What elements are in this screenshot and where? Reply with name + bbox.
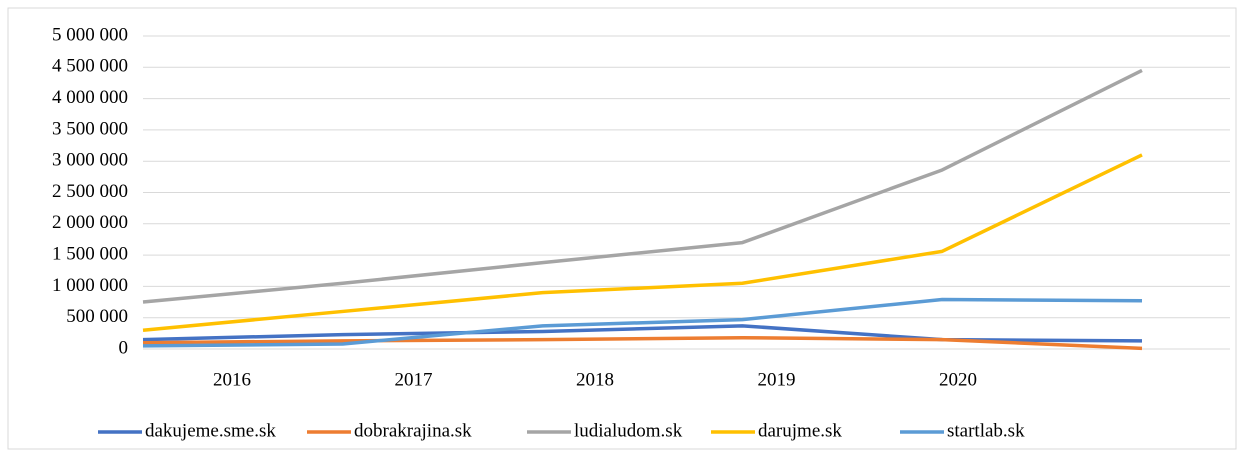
y-tick-label: 1 500 000 xyxy=(52,243,128,264)
y-tick-label: 2 500 000 xyxy=(52,181,128,202)
series-line xyxy=(142,68,1143,304)
legend-label: dobrakrajina.sk xyxy=(354,420,472,441)
series-line xyxy=(142,297,1143,348)
legend-label: darujme.sk xyxy=(758,420,842,441)
x-tick-label: 2018 xyxy=(576,369,614,390)
y-tick-label: 3 500 000 xyxy=(52,118,128,139)
x-tick-label: 2020 xyxy=(939,369,977,390)
chart-border xyxy=(7,7,1237,450)
legend-label: ludialudom.sk xyxy=(574,420,683,441)
y-tick-label: 1 000 000 xyxy=(52,275,128,296)
x-tick-label: 2016 xyxy=(213,369,251,390)
x-tick-label: 2019 xyxy=(758,369,796,390)
series-line xyxy=(142,153,1143,332)
x-tick-label: 2017 xyxy=(395,369,433,390)
legend-label: dakujeme.sme.sk xyxy=(145,420,276,441)
series-line xyxy=(142,335,1143,351)
y-tick-label: 500 000 xyxy=(66,306,128,327)
y-tick-label: 2 000 000 xyxy=(52,212,128,233)
y-tick-label: 0 xyxy=(119,337,129,358)
y-tick-label: 3 000 000 xyxy=(52,150,128,171)
y-tick-label: 5 000 000 xyxy=(52,24,128,45)
legend-label: startlab.sk xyxy=(947,420,1025,441)
y-tick-label: 4 500 000 xyxy=(52,56,128,77)
y-tick-label: 4 000 000 xyxy=(52,87,128,108)
